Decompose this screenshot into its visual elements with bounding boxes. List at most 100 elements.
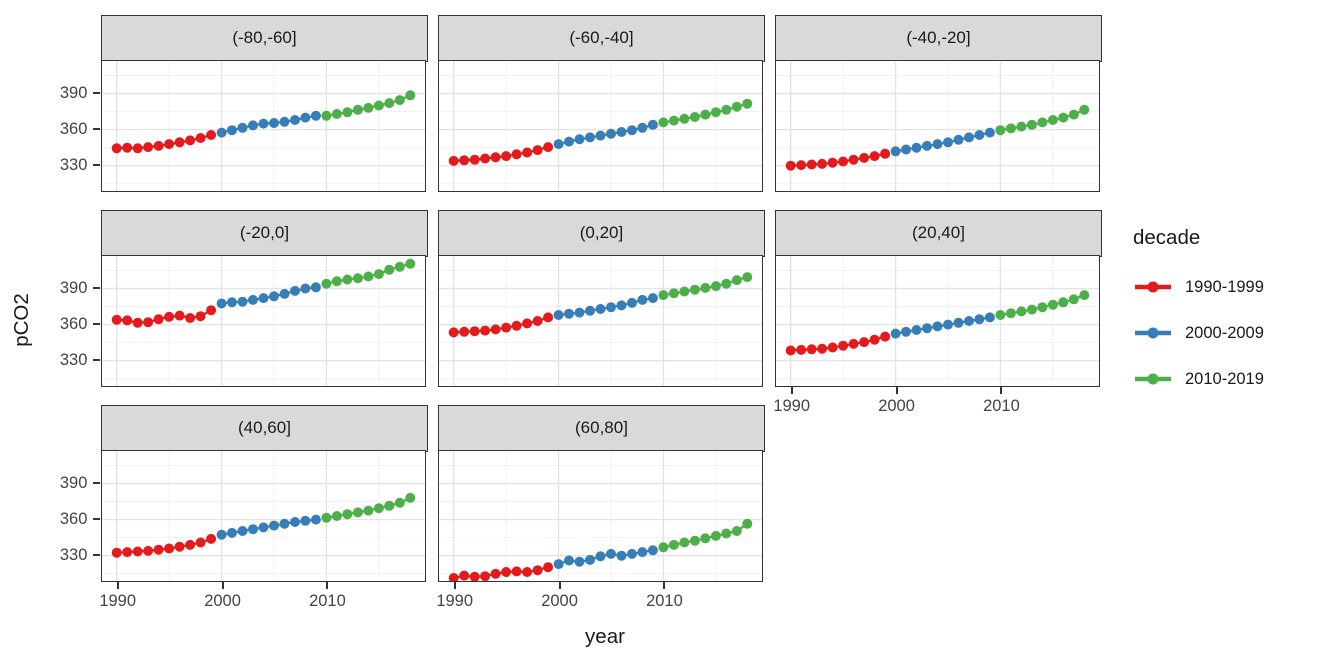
data-point bbox=[342, 274, 353, 285]
facet-panel bbox=[775, 60, 1101, 192]
y-tick-label: 330 bbox=[59, 350, 88, 369]
facet-panel bbox=[438, 60, 764, 192]
data-point bbox=[1048, 115, 1059, 125]
data-point bbox=[669, 288, 680, 299]
data-point bbox=[321, 512, 332, 523]
data-point bbox=[616, 550, 627, 561]
data-point bbox=[374, 503, 385, 514]
data-point bbox=[470, 326, 481, 337]
data-point bbox=[1027, 119, 1038, 130]
data-point bbox=[859, 152, 870, 163]
data-point bbox=[480, 153, 491, 164]
data-point bbox=[290, 517, 301, 527]
data-point bbox=[595, 304, 606, 314]
facet-plot-area bbox=[102, 61, 426, 191]
data-point bbox=[143, 545, 154, 556]
data-point bbox=[932, 321, 943, 332]
data-point bbox=[490, 568, 501, 579]
data-point bbox=[807, 344, 818, 355]
data-point bbox=[185, 539, 196, 550]
data-point bbox=[1016, 306, 1027, 317]
decade-line bbox=[221, 114, 317, 134]
x-tick-mark bbox=[558, 581, 561, 589]
data-point bbox=[606, 128, 617, 139]
data-point bbox=[574, 134, 585, 145]
data-point bbox=[711, 107, 722, 118]
data-point bbox=[869, 334, 880, 345]
decade-line bbox=[895, 316, 991, 335]
data-point bbox=[690, 284, 701, 295]
data-point bbox=[1006, 308, 1017, 319]
data-point bbox=[721, 278, 732, 289]
x-tick-label: 2000 bbox=[878, 396, 915, 415]
data-point bbox=[732, 275, 743, 286]
data-point bbox=[1048, 299, 1059, 310]
data-point bbox=[195, 133, 206, 143]
x-tick-mark bbox=[116, 581, 119, 589]
data-point bbox=[395, 261, 406, 272]
data-point bbox=[553, 139, 564, 150]
facet-strip-label: (-80,-60] bbox=[232, 28, 297, 48]
legend-item-label: 2010-2019 bbox=[1185, 369, 1264, 388]
data-point bbox=[732, 101, 743, 112]
data-point bbox=[627, 297, 638, 308]
data-point bbox=[616, 300, 627, 311]
data-point bbox=[206, 130, 217, 140]
x-tick-mark bbox=[895, 386, 898, 394]
data-point bbox=[164, 543, 175, 554]
y-tick-mark bbox=[93, 358, 101, 361]
y-tick-mark bbox=[93, 91, 101, 94]
data-point bbox=[932, 139, 943, 150]
x-tick-label: 1990 bbox=[436, 591, 474, 610]
data-point bbox=[384, 500, 395, 511]
data-point bbox=[321, 110, 332, 121]
legend-item: 2010-2019 bbox=[1133, 364, 1264, 394]
data-point bbox=[227, 297, 238, 308]
facet-plot-area bbox=[776, 256, 1100, 386]
legend-key-point bbox=[1147, 281, 1159, 293]
data-point bbox=[637, 122, 648, 133]
data-point bbox=[511, 320, 522, 331]
facet-strip-label: (40,60] bbox=[238, 418, 291, 438]
data-point bbox=[1006, 123, 1017, 134]
data-point bbox=[522, 318, 533, 329]
data-point bbox=[174, 541, 185, 552]
data-point bbox=[585, 132, 596, 143]
data-point bbox=[985, 312, 996, 323]
data-point bbox=[658, 290, 669, 301]
data-point bbox=[290, 285, 301, 296]
x-tick-mark bbox=[790, 386, 793, 394]
data-point bbox=[363, 271, 374, 282]
facet-strip: (-20,0] bbox=[101, 210, 428, 257]
facet-panel bbox=[775, 255, 1101, 387]
legend-key-icon bbox=[1135, 327, 1171, 339]
data-point bbox=[405, 258, 416, 269]
data-point bbox=[901, 144, 912, 155]
data-point bbox=[943, 137, 954, 148]
data-point bbox=[679, 286, 690, 297]
x-tick-mark bbox=[663, 581, 666, 589]
legend-key-point bbox=[1147, 373, 1159, 385]
decade-line bbox=[117, 133, 212, 150]
facet-panel bbox=[101, 450, 427, 582]
data-point bbox=[279, 288, 290, 299]
data-point bbox=[564, 555, 575, 566]
data-point bbox=[185, 313, 196, 323]
data-point bbox=[321, 278, 332, 289]
data-point bbox=[122, 547, 133, 558]
data-point bbox=[1069, 109, 1080, 120]
y-tick-label: 330 bbox=[59, 545, 88, 564]
data-point bbox=[543, 562, 554, 573]
data-point bbox=[122, 142, 133, 153]
data-point bbox=[880, 331, 891, 342]
data-point bbox=[206, 305, 217, 316]
data-point bbox=[112, 314, 123, 325]
data-point bbox=[164, 311, 175, 322]
data-point bbox=[1058, 112, 1069, 123]
data-point bbox=[742, 518, 753, 529]
data-point bbox=[216, 529, 227, 540]
data-point bbox=[300, 283, 311, 294]
data-point bbox=[1037, 117, 1048, 128]
data-point bbox=[1079, 104, 1090, 115]
